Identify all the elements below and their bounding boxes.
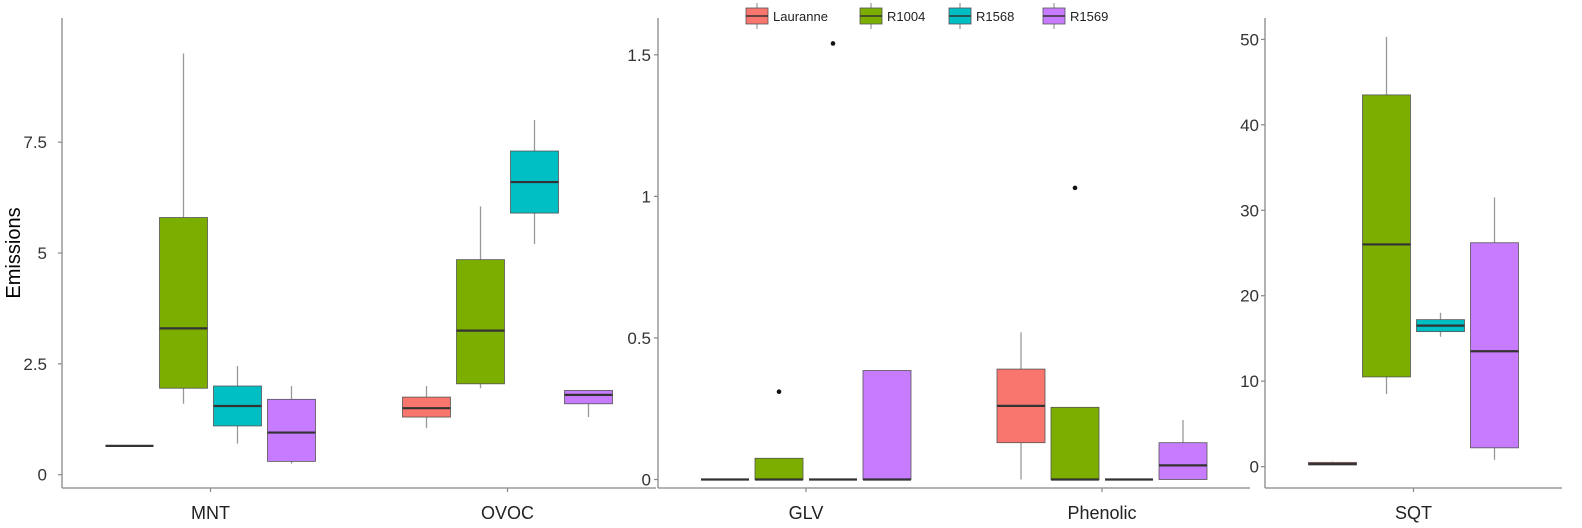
box-r1568-mnt — [213, 366, 262, 444]
y-axis-title: Emissions — [3, 207, 25, 298]
x-tick-label: SQT — [1395, 503, 1432, 523]
x-tick-label: GLV — [789, 503, 824, 523]
legend-key — [745, 3, 769, 29]
box-r1004-sqt — [1362, 36, 1411, 394]
legend-label: R1569 — [1070, 9, 1108, 24]
outlier-point — [1072, 185, 1078, 191]
box-r1569-ovoc — [564, 390, 613, 418]
legend-label: R1004 — [887, 9, 925, 24]
outlier-point — [830, 41, 836, 46]
legend-item-r1004: R1004 — [859, 3, 925, 29]
x-tick-label: Phenolic — [1067, 503, 1136, 523]
box-r1569-sqt — [1470, 197, 1519, 460]
box-r1004-mnt — [159, 53, 208, 404]
legend-label: R1568 — [976, 9, 1014, 24]
y-tick-label: 5 — [38, 244, 47, 263]
legend-item-lauranne: Lauranne — [745, 3, 828, 29]
legend-key — [859, 3, 883, 29]
box-body — [456, 259, 505, 385]
y-tick-label: 10 — [1240, 372, 1259, 391]
x-tick-label: MNT — [191, 503, 230, 523]
box-body — [1050, 406, 1100, 480]
box-r1004-glv — [754, 389, 804, 481]
box-r1569-glv — [862, 370, 912, 481]
y-tick-label: 20 — [1240, 287, 1259, 306]
box-body — [1362, 94, 1411, 378]
box-r1568-ovoc — [510, 119, 559, 245]
legend-item-r1569: R1569 — [1042, 3, 1108, 29]
box-r1004-ovoc — [456, 206, 505, 389]
panel-left: 0 2.5 5 7.5 Emissions MNT OVOC — [3, 18, 656, 523]
y-tick-label: 0 — [642, 471, 651, 490]
x-tick-label: OVOC — [481, 503, 534, 523]
box-body — [402, 396, 451, 418]
box-body — [862, 370, 912, 480]
y-tick-label: 1.5 — [627, 46, 651, 65]
box-lauranne-sqt — [1308, 461, 1357, 466]
y-tick-label: 2.5 — [23, 355, 47, 374]
box-r1569-phenolic — [1158, 420, 1208, 480]
legend: Lauranne R1004 R1568 R1569 — [745, 3, 1108, 29]
box-r1568-glv — [809, 41, 857, 481]
box-r1004-phenolic — [1050, 185, 1100, 481]
legend-label: Lauranne — [773, 9, 828, 24]
y-tick-label: 50 — [1240, 30, 1259, 49]
box-body — [1158, 442, 1208, 480]
outlier-point — [776, 389, 782, 395]
y-tick-label: 0 — [1250, 458, 1259, 477]
box-r1568-sqt — [1416, 312, 1465, 337]
legend-key — [1042, 3, 1066, 29]
box-body — [267, 398, 316, 462]
box-body — [1470, 242, 1519, 449]
box-lauranne-ovoc — [402, 386, 451, 429]
y-tick-label: 1 — [642, 187, 651, 206]
box-body — [564, 390, 613, 405]
box-body — [159, 217, 208, 389]
box-r1569-mnt — [267, 386, 316, 464]
box-body — [754, 457, 804, 480]
legend-item-r1568: R1568 — [948, 3, 1014, 29]
box-lauranne-phenolic — [996, 332, 1046, 480]
y-tick-label: 0.5 — [627, 329, 651, 348]
panel-middle: 0 0.5 1 1.5 GLV Phenolic — [627, 18, 1250, 523]
y-tick-label: 30 — [1240, 201, 1259, 220]
panel-right: 0 10 20 30 40 50 SQT — [1240, 18, 1562, 523]
y-tick-label: 40 — [1240, 116, 1259, 135]
y-tick-label: 0 — [38, 466, 47, 485]
legend-key — [948, 3, 972, 29]
y-tick-label: 7.5 — [23, 133, 47, 152]
